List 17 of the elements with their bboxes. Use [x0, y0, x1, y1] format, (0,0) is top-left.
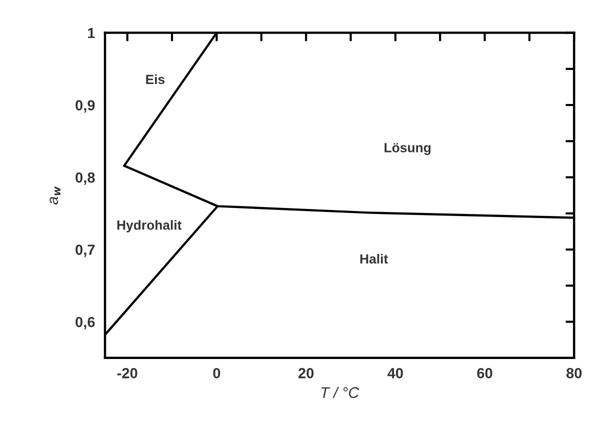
- y-tick-label: 0,7: [76, 244, 95, 258]
- x-tick-label: 40: [388, 368, 403, 378]
- annotation: Lösung: [384, 143, 430, 155]
- annotation: Hydrohalit: [117, 220, 182, 232]
- y-tick-label: 1: [88, 28, 95, 38]
- x-tick-label: 20: [298, 368, 314, 378]
- annotation: Eis: [146, 74, 165, 84]
- annotation: Halit: [360, 254, 388, 264]
- x-axis-title: T / °C: [321, 386, 360, 398]
- y-tick-label: 0,8: [76, 172, 95, 185]
- x-tick-label: -20: [117, 368, 138, 378]
- y-axis-title: a$_{w}$: [50, 186, 60, 204]
- y-tick-label: 0,6: [76, 316, 95, 330]
- x-tick-label: 80: [566, 368, 582, 378]
- x-tick-label: 60: [477, 368, 492, 378]
- x-tick-label: 0: [213, 368, 220, 378]
- y-tick-label: 0,9: [76, 100, 95, 113]
